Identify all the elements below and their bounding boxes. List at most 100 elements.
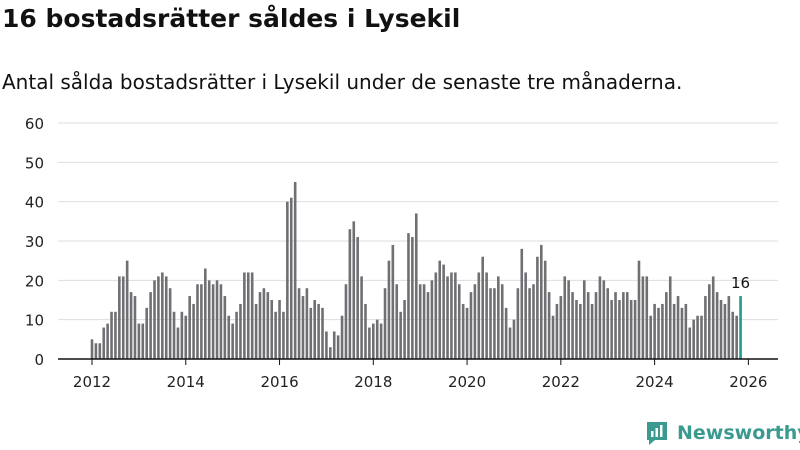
bar <box>618 300 621 359</box>
bar <box>668 276 672 359</box>
bar <box>414 213 418 359</box>
bar <box>121 276 125 359</box>
bar <box>461 303 465 359</box>
bar <box>528 288 531 359</box>
bar <box>262 288 266 359</box>
bar <box>672 303 676 359</box>
bar <box>543 260 547 359</box>
bar <box>559 296 563 359</box>
bar <box>243 272 246 359</box>
bar <box>282 311 285 359</box>
bar <box>536 256 539 359</box>
bar <box>344 284 348 359</box>
bar <box>403 300 406 359</box>
bar <box>364 303 367 359</box>
bar <box>426 292 430 359</box>
bar <box>129 292 133 359</box>
bar <box>575 300 578 359</box>
bar <box>125 260 129 359</box>
bar <box>735 315 738 359</box>
bar <box>485 272 488 359</box>
bar <box>379 323 383 359</box>
chart-title: 16 bostadsrätter såldes i Lysekil <box>2 4 461 33</box>
bar <box>98 343 102 359</box>
bar <box>340 315 344 359</box>
y-tick-label: 40 <box>25 194 44 212</box>
bar <box>368 327 371 359</box>
bar <box>708 284 711 359</box>
y-tick-label: 60 <box>25 115 44 133</box>
bar <box>629 300 633 359</box>
x-tick-label: 2018 <box>354 373 392 391</box>
bar <box>438 260 442 359</box>
newsworthy-logo-icon <box>647 422 667 445</box>
bar <box>571 292 574 359</box>
bar <box>680 307 684 359</box>
bar <box>325 331 328 359</box>
x-tick-label: 2016 <box>260 373 298 391</box>
brand-name: Newsworthy <box>677 422 800 444</box>
y-tick-label: 50 <box>25 154 44 172</box>
x-tick-label: 2020 <box>448 373 486 391</box>
bar <box>516 288 520 359</box>
bar <box>739 296 742 359</box>
bar <box>442 264 445 359</box>
bar <box>387 260 391 359</box>
bar <box>180 311 184 359</box>
bar <box>137 323 141 359</box>
bar <box>161 272 164 359</box>
bar <box>246 272 250 359</box>
bar <box>204 268 207 359</box>
bar <box>231 323 234 359</box>
bar <box>157 276 160 359</box>
bar <box>258 292 262 359</box>
bar <box>332 331 336 359</box>
bar <box>309 307 313 359</box>
bar <box>606 288 610 359</box>
bar <box>563 276 567 359</box>
bar <box>274 311 277 359</box>
bar <box>551 315 555 359</box>
y-axis-ticks: 0 10 20 30 40 50 60 <box>25 115 44 369</box>
bar <box>94 343 98 359</box>
x-tick-label: 2024 <box>636 373 674 391</box>
bar <box>383 288 387 359</box>
bar <box>504 307 508 359</box>
bar <box>567 280 570 359</box>
bar <box>286 201 289 359</box>
bar <box>110 311 113 359</box>
bar <box>547 292 551 359</box>
gridlines <box>58 122 778 321</box>
bar <box>211 284 215 359</box>
bar <box>450 272 453 359</box>
bar <box>696 315 699 359</box>
bar <box>153 280 156 359</box>
bar <box>715 292 719 359</box>
bar <box>582 280 586 359</box>
bar <box>133 296 137 359</box>
bar <box>118 276 121 359</box>
bar <box>352 221 356 359</box>
bar <box>598 276 602 359</box>
bar <box>731 311 735 359</box>
bar <box>168 288 172 359</box>
bar <box>625 292 629 359</box>
bar <box>473 284 477 359</box>
bar <box>395 284 399 359</box>
bar <box>411 237 414 359</box>
bar <box>250 272 254 359</box>
bar <box>106 323 109 359</box>
bar <box>676 296 680 359</box>
bar <box>372 323 375 359</box>
bar <box>688 327 692 359</box>
x-tick-label: 2026 <box>729 373 767 391</box>
bar <box>622 292 625 359</box>
bar <box>711 276 715 359</box>
bar <box>645 276 649 359</box>
bar <box>610 300 613 359</box>
x-tick-label: 2014 <box>167 373 205 391</box>
y-tick-label: 20 <box>25 272 44 290</box>
bar <box>641 276 645 359</box>
bar <box>532 284 535 359</box>
